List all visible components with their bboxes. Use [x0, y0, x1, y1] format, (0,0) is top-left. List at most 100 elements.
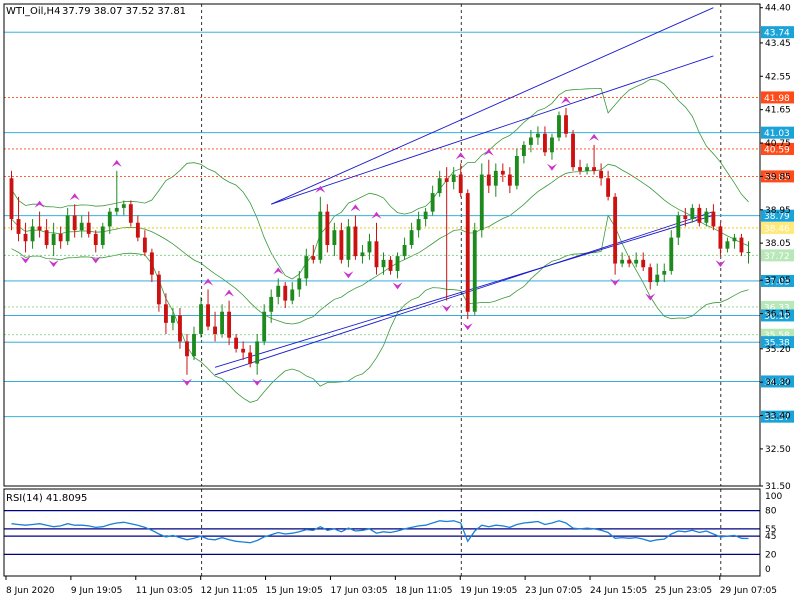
time-tick-label-11: 29 Jun 07:05: [720, 586, 777, 596]
level-tag-2: [761, 126, 794, 139]
candle-body-80: [571, 133, 575, 168]
time-tick-label-5: 17 Jun 03:05: [330, 586, 387, 596]
level-tag-1: [761, 91, 794, 104]
price-tick-label-5: 39.85: [765, 172, 791, 182]
channel-line-3: [271, 55, 714, 205]
rsi-scale-label-1: 80: [765, 507, 777, 517]
candle-body-101: [718, 226, 723, 249]
candle-body-30: [220, 311, 225, 334]
level-tag-4: [761, 170, 794, 183]
candle-body-14: [107, 211, 112, 227]
bollinger-middle-line: [11, 163, 749, 325]
candle-body-89: [634, 259, 639, 264]
price-tick-label-12: 33.40: [765, 412, 791, 422]
candle-body-68: [486, 174, 491, 186]
fractal-down-35: [252, 378, 263, 386]
fractal-up-15: [111, 159, 122, 167]
candle-body-33: [241, 348, 246, 353]
candle-body-103: [732, 237, 737, 242]
fractal-down-6: [48, 260, 59, 268]
fractal-up-28: [203, 278, 214, 286]
fractal-up-68: [483, 148, 494, 156]
candle-body-12: [93, 233, 98, 245]
level-tag-label-5: 38.79: [764, 212, 790, 222]
candle-body-42: [304, 256, 309, 279]
candle-body-102: [725, 241, 730, 249]
level-tag-8: [761, 274, 794, 287]
level-tag-3: [761, 142, 794, 155]
candle-body-22: [163, 304, 168, 323]
ohlc-readout: 37.79 38.07 37.52 37.81: [62, 6, 186, 17]
fractal-up-38: [273, 267, 284, 275]
candle-body-50: [360, 252, 365, 257]
fractal-down-77: [546, 163, 557, 171]
level-tag-label-7: 37.72: [764, 252, 790, 262]
candle-body-61: [437, 178, 442, 194]
rsi-scale-label-0: 100: [765, 492, 782, 502]
candle-body-8: [65, 215, 70, 242]
channel-line-2: [271, 7, 714, 205]
level-tag-label-6: 38.46: [764, 224, 790, 234]
candle-body-52: [374, 241, 379, 268]
time-tick-label-3: 12 Jun 11:05: [201, 586, 258, 596]
level-tag-13: [761, 375, 794, 388]
rsi-plot-area: [4, 489, 760, 576]
price-tick-label-7: 38.05: [765, 239, 791, 249]
time-tick-label-7: 19 Jun 19:05: [460, 586, 517, 596]
candle-body-99: [704, 211, 709, 223]
candle-body-66: [472, 230, 477, 312]
candle-body-46: [332, 230, 337, 245]
candle-body-2: [23, 233, 28, 242]
candle-body-28: [206, 304, 210, 327]
level-tag-6: [761, 221, 794, 234]
time-tick-label-8: 23 Jun 07:05: [525, 586, 582, 596]
candle-body-39: [283, 285, 288, 301]
level-tag-label-8: 37.03: [764, 277, 790, 287]
candle-body-65: [465, 193, 470, 312]
candle-body-60: [430, 193, 435, 212]
candle-body-1: [16, 219, 21, 234]
candle-body-18: [135, 222, 140, 238]
channel-line-0: [214, 211, 714, 376]
candle-body-64: [458, 174, 463, 194]
fractal-up-49: [350, 204, 361, 212]
fractal-down-65: [462, 323, 473, 331]
candle-body-20: [149, 252, 154, 275]
candle-body-56: [402, 245, 407, 257]
fractal-up-9: [69, 193, 80, 201]
fractal-down-55: [392, 282, 403, 290]
candle-body-7: [58, 233, 63, 242]
candle-body-13: [100, 226, 105, 245]
candle-body-37: [269, 296, 274, 312]
level-tag-7: [761, 249, 794, 262]
bollinger-upper-line: [11, 78, 749, 280]
rsi-frame: [3, 488, 761, 577]
candle-body-93: [662, 270, 667, 275]
symbol-label: WTI_Oil,H4: [6, 6, 60, 17]
candle-body-98: [697, 207, 702, 223]
rsi-scale-label-2: 55: [765, 525, 776, 535]
level-tag-label-14: 33.37: [764, 413, 790, 423]
level-tag-14: [761, 410, 794, 423]
candle-body-75: [535, 133, 540, 138]
candle-body-71: [507, 174, 512, 186]
candle-body-86: [613, 196, 618, 264]
fractal-down-101: [715, 260, 726, 268]
level-tag-5: [761, 209, 794, 222]
candle-body-6: [51, 233, 56, 245]
price-tick-label-10: 35.20: [765, 345, 791, 355]
candle-body-88: [627, 259, 632, 264]
candle-body-29: [213, 326, 217, 334]
level-tag-label-3: 40.59: [764, 145, 790, 155]
candle-body-9: [72, 215, 77, 231]
candle-body-47: [339, 230, 344, 260]
level-tag-label-9: 36.33: [764, 303, 790, 313]
level-tag-12: [761, 336, 794, 349]
level-tag-label-2: 41.03: [764, 129, 790, 139]
fractal-down-62: [441, 304, 452, 312]
candle-body-73: [521, 144, 526, 157]
candle-body-92: [655, 274, 660, 283]
candle-body-87: [620, 259, 625, 264]
candle-body-41: [297, 278, 302, 290]
